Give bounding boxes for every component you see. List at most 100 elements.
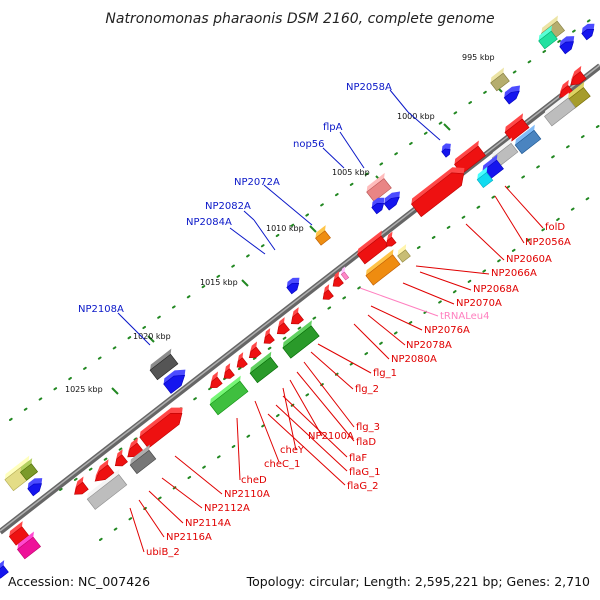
gene-label[interactable]: flaF xyxy=(349,453,367,464)
gene-glyph-face xyxy=(276,322,290,335)
gene-glyph[interactable] xyxy=(69,476,91,498)
gene-glyph[interactable] xyxy=(208,375,252,416)
gene-glyph[interactable] xyxy=(409,162,472,218)
gene-label[interactable]: ubiB_2 xyxy=(146,547,180,558)
gene-label[interactable]: NP2060A xyxy=(506,254,552,265)
gene-glyph[interactable] xyxy=(284,275,304,295)
gene-glyph[interactable] xyxy=(85,468,130,510)
gene-glyph[interactable] xyxy=(128,444,159,475)
gene-label[interactable]: NP2080A xyxy=(391,354,437,365)
gene-glyph[interactable] xyxy=(502,82,525,105)
gene-glyph-top xyxy=(95,459,109,482)
gene-label[interactable]: cheC_1 xyxy=(264,459,300,470)
gene-glyph[interactable] xyxy=(382,188,405,211)
gene-glyph[interactable] xyxy=(248,351,282,384)
gene-label[interactable]: NP2078A xyxy=(406,340,452,351)
leader-line xyxy=(148,490,184,524)
gene-glyph-face xyxy=(27,483,42,497)
gene-label[interactable]: NP2070A xyxy=(456,298,502,309)
gene-label[interactable]: NP2116A xyxy=(166,532,212,543)
gene-glyph[interactable] xyxy=(565,65,589,89)
gene-glyph[interactable] xyxy=(328,271,346,289)
gene-glyph[interactable] xyxy=(232,352,250,370)
gene-glyph[interactable] xyxy=(364,172,394,202)
gene-glyph[interactable] xyxy=(148,348,182,381)
leader-line xyxy=(161,477,203,509)
gene-label[interactable]: NP2110A xyxy=(224,489,270,500)
gene-label[interactable]: cheD xyxy=(241,475,267,486)
gene-glyph[interactable] xyxy=(513,124,544,155)
gene-glyph-face xyxy=(570,71,587,86)
gene-glyph[interactable] xyxy=(502,113,532,142)
gene-label[interactable]: flg_1 xyxy=(373,368,397,379)
gene-glyph[interactable] xyxy=(259,328,277,346)
gene-label[interactable]: flaG_2 xyxy=(347,481,379,492)
gene-glyph-face xyxy=(514,129,542,155)
gene-glyph[interactable] xyxy=(7,521,32,546)
gene-glyph-top xyxy=(482,154,498,172)
gene-label[interactable]: NP2100A xyxy=(308,431,354,442)
gene-label[interactable]: NP2084A xyxy=(186,217,232,228)
gene-label[interactable]: nop56 xyxy=(293,139,325,150)
gene-glyph-face xyxy=(476,171,494,189)
gene-glyph[interactable] xyxy=(205,371,225,391)
gene-glyph[interactable] xyxy=(369,195,389,215)
gene-glyph[interactable] xyxy=(542,92,579,127)
gene-glyph[interactable] xyxy=(0,560,12,579)
gene-glyph[interactable] xyxy=(557,33,579,55)
gene-glyph[interactable] xyxy=(286,307,307,327)
gene-label[interactable]: NP2108A xyxy=(78,304,124,315)
gene-label[interactable]: NP2058A xyxy=(346,82,392,93)
gene-glyph[interactable] xyxy=(439,141,455,158)
gene-glyph[interactable] xyxy=(25,475,47,497)
gene-glyph[interactable] xyxy=(339,266,352,281)
gene-label[interactable]: NP2112A xyxy=(204,503,250,514)
gene-label[interactable]: flg_3 xyxy=(356,422,380,433)
gene-glyph-top xyxy=(27,478,43,489)
gene-glyph[interactable] xyxy=(280,320,322,359)
leader-line xyxy=(236,417,241,481)
gene-label[interactable]: NP2068A xyxy=(473,284,519,295)
gene-glyph[interactable] xyxy=(137,402,189,449)
gene-glyph[interactable] xyxy=(381,231,399,249)
gene-label[interactable]: NP2114A xyxy=(185,518,231,529)
gene-glyph-top xyxy=(454,140,479,165)
gene-glyph[interactable] xyxy=(272,317,293,337)
gene-label[interactable]: flg_2 xyxy=(355,384,379,395)
gene-label[interactable]: NP2082A xyxy=(205,201,251,212)
gene-label[interactable]: NP2066A xyxy=(491,268,537,279)
gene-label[interactable]: NP2076A xyxy=(424,325,470,336)
gene-label[interactable]: flpA xyxy=(323,122,343,133)
gene-glyph-face xyxy=(315,230,331,246)
gene-glyph[interactable] xyxy=(488,67,512,92)
gene-glyph[interactable] xyxy=(161,365,191,394)
gene-glyph[interactable] xyxy=(244,341,264,361)
gene-glyph[interactable] xyxy=(395,244,413,263)
gene-glyph[interactable] xyxy=(313,225,334,246)
gene-glyph[interactable] xyxy=(536,25,560,50)
gene-glyph-top xyxy=(282,320,312,348)
gene-glyph[interactable] xyxy=(110,449,131,469)
gene-glyph[interactable] xyxy=(15,531,44,560)
gene-glyph[interactable] xyxy=(475,166,496,189)
gene-glyph[interactable] xyxy=(363,249,403,286)
gene-label[interactable]: tRNALeu4 xyxy=(440,311,489,322)
gene-glyph-face xyxy=(410,172,465,218)
gene-glyph[interactable] xyxy=(18,458,41,481)
gene-glyph-face xyxy=(139,412,183,449)
gene-label[interactable]: NP2056A xyxy=(525,237,571,248)
gene-glyph-top xyxy=(315,225,326,239)
gene-glyph[interactable] xyxy=(90,459,118,485)
gene-label[interactable]: flaG_1 xyxy=(349,467,381,478)
gene-glyph[interactable] xyxy=(579,21,599,41)
upper-gene-labels: NP2058A flpA nop56 NP2072A NP2082A NP208… xyxy=(78,82,392,315)
gene-glyph[interactable] xyxy=(219,363,237,381)
gene-label[interactable]: cheY xyxy=(280,445,305,456)
gene-glyph[interactable] xyxy=(318,284,336,302)
gene-label[interactable]: flaD xyxy=(356,437,376,448)
genome-summary-text: Topology: circular; Length: 2,595,221 bp… xyxy=(246,574,590,589)
gene-label[interactable]: NP2072A xyxy=(234,177,280,188)
gene-label[interactable]: folD xyxy=(545,222,565,233)
gene-glyph-face xyxy=(290,312,304,325)
